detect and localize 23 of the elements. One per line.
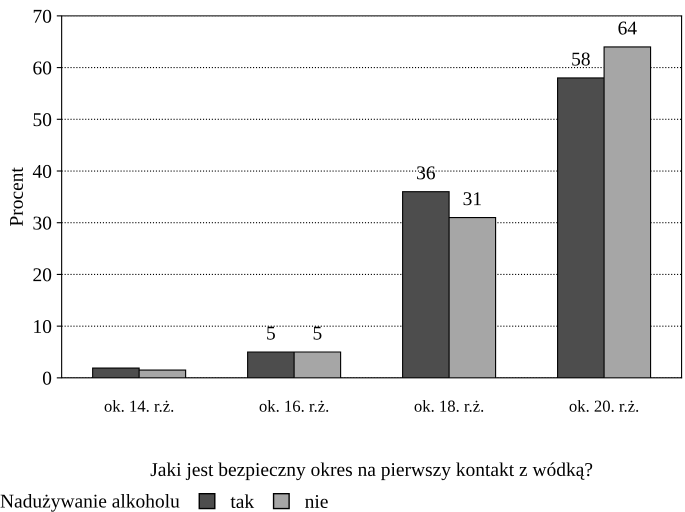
- y-tick-label: 70: [34, 10, 52, 23]
- data-label: 5: [267, 326, 275, 340]
- y-tick-label: 40: [32, 164, 52, 178]
- data-label: 36: [417, 166, 435, 180]
- x-tick-label: ok. 20. r.ż.: [570, 400, 638, 412]
- x-tick-label: ok. 14. r.ż.: [104, 400, 174, 412]
- data-label: 5: [314, 326, 322, 340]
- x-tick-label: ok. 16. r.ż.: [260, 400, 328, 412]
- data-label: 64: [618, 22, 637, 35]
- y-tick-label: 20: [33, 268, 52, 282]
- y-tick-label: 50: [34, 113, 52, 126]
- data-label: 31: [464, 192, 481, 206]
- y-tick-label: 10: [34, 320, 52, 334]
- x-tick-label: ok. 18. r.ż.: [414, 400, 484, 412]
- data-label: 58: [572, 52, 590, 66]
- y-axis-title: Procent: [10, 167, 23, 226]
- y-tick-label: 0: [42, 372, 52, 385]
- y-tick-label: 60: [33, 61, 52, 75]
- legend-label: tak: [230, 494, 254, 508]
- y-tick-label: 30: [33, 216, 52, 230]
- legend-label: nie: [305, 494, 328, 508]
- x-axis-title: Jaki jest bezpieczny okres na pierwszy kontakt z wódką?: [150, 462, 592, 480]
- legend-title: Nadużywanie alkoholu: [0, 494, 180, 512]
